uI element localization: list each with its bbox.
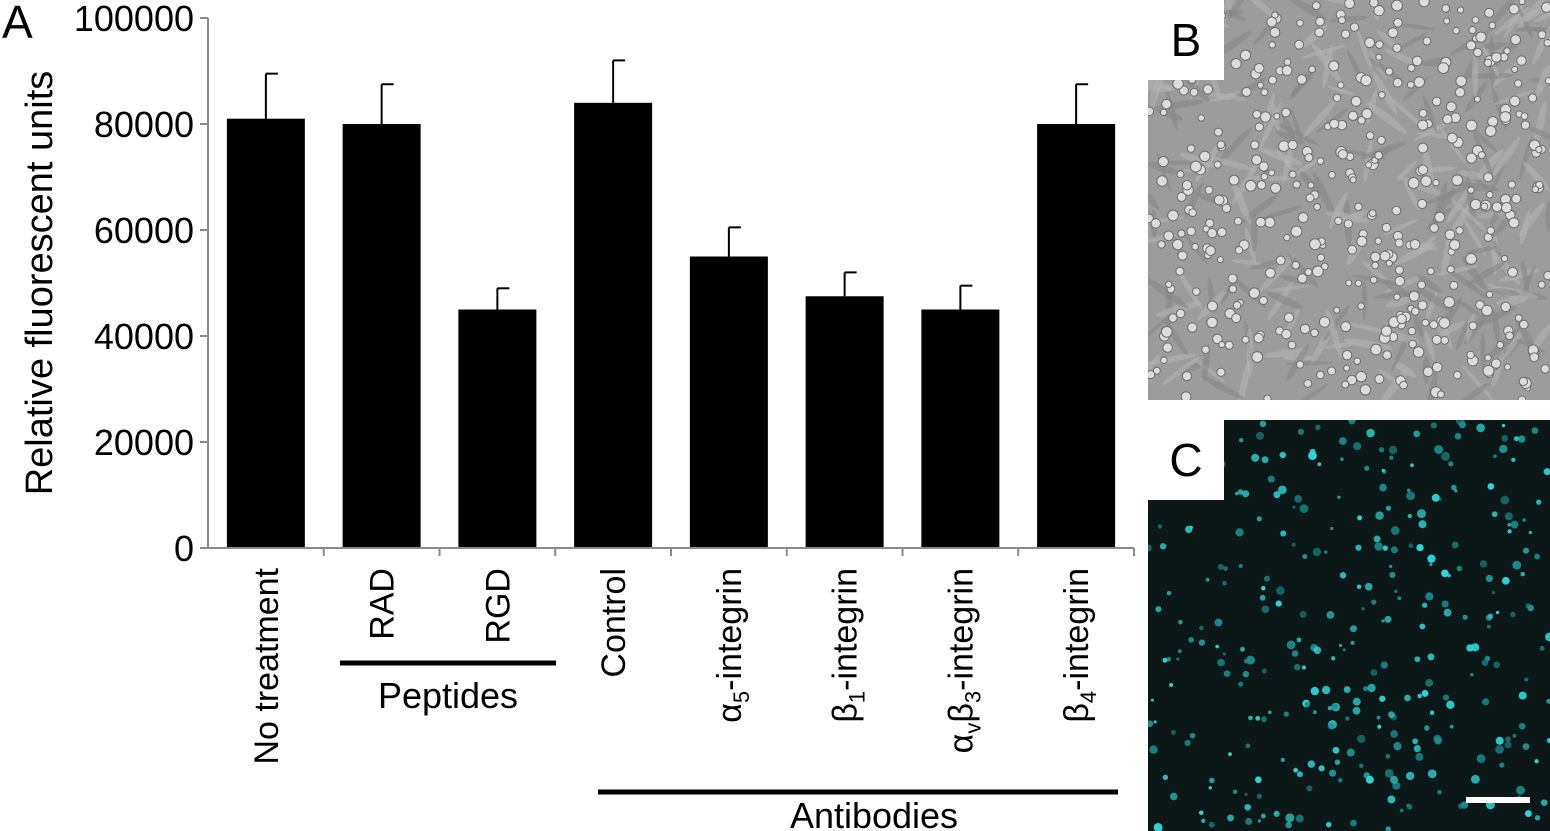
panel-a-label: A — [2, 0, 33, 48]
x-category-label: Control — [595, 568, 633, 678]
bar — [1037, 124, 1116, 548]
x-category-label: αvβ3-integrin — [942, 568, 985, 753]
scale-bar — [1466, 797, 1530, 803]
fluorescence-micrograph-panel: C — [1148, 420, 1550, 831]
x-category-label: RAD — [364, 568, 402, 640]
bar — [805, 296, 884, 548]
y-tick-label: 60000 — [94, 210, 194, 251]
bar — [574, 102, 653, 549]
peptides-group-label: Peptides — [378, 675, 518, 716]
bar — [458, 309, 537, 548]
bar — [342, 124, 421, 548]
y-tick-label: 0 — [174, 528, 194, 569]
antibodies-group-label: Antibodies — [790, 795, 958, 831]
panel-b-label: B — [1148, 0, 1224, 80]
x-category-label: RGD — [479, 568, 517, 644]
x-category-label: No treatment — [248, 567, 286, 764]
y-axis-label: Relative fluorescent units — [19, 71, 61, 496]
x-category-label: β4-integrin — [1058, 568, 1101, 723]
y-tick-label: 20000 — [94, 422, 194, 463]
bar — [226, 118, 305, 548]
bar — [921, 309, 1000, 548]
bar-chart: A Relative fluorescent units 0 20000 40000… — [2, 0, 1135, 831]
plot-area: 0 20000 40000 60000 80000 100000 No treatment R… — [74, 0, 1135, 765]
x-category-label: β1-integrin — [827, 568, 870, 723]
y-tick-label: 80000 — [94, 104, 194, 145]
x-category-label: α5-integrin — [711, 568, 754, 723]
y-tick-label: 100000 — [74, 0, 194, 39]
panel-c-label: C — [1148, 420, 1224, 500]
brightfield-micrograph-panel: B — [1148, 0, 1550, 400]
y-tick-label: 40000 — [94, 316, 194, 357]
bar — [689, 256, 768, 548]
